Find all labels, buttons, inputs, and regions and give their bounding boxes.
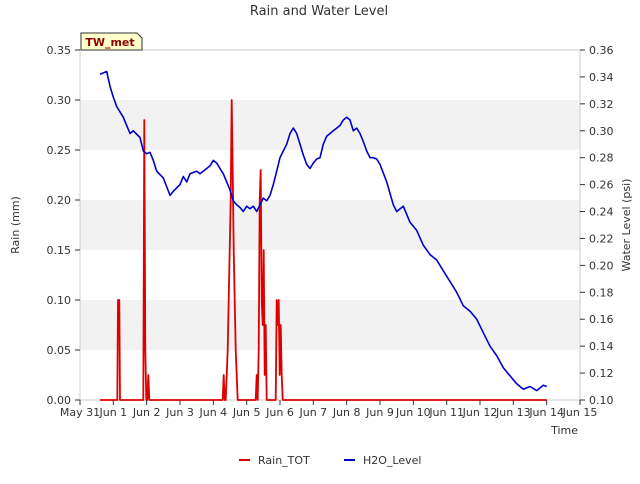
x-tick-label: Jun 5 xyxy=(232,406,261,419)
grid-band xyxy=(80,300,580,350)
y-right-tick-label: 0.36 xyxy=(589,44,614,57)
x-tick-label: Jun 4 xyxy=(198,406,227,419)
y-right-tick-label: 0.22 xyxy=(589,232,614,245)
y-right-tick-label: 0.10 xyxy=(589,394,614,407)
series-line-h2o-level xyxy=(99,70,547,392)
y-axis-label-right: Water Level (psi) xyxy=(620,179,633,272)
y-right-tick-label: 0.20 xyxy=(589,259,614,272)
x-tick-label: Jun 14 xyxy=(528,406,564,419)
y-right-tick-label: 0.34 xyxy=(589,71,614,84)
y-right-tick-label: 0.14 xyxy=(589,340,614,353)
grid-band xyxy=(80,200,580,250)
x-tick-label: Jun 9 xyxy=(365,406,394,419)
y-left-tick-label: 0.25 xyxy=(47,144,72,157)
grid-bands xyxy=(80,50,580,400)
y-right-tick-label: 0.16 xyxy=(589,313,614,326)
x-tick-label: Jun 6 xyxy=(265,406,294,419)
x-tick-label: Jun 13 xyxy=(495,406,531,419)
x-tick-label: Jun 1 xyxy=(98,406,127,419)
grid-band xyxy=(80,250,580,300)
grid-band xyxy=(80,50,580,100)
x-tick-label: Jun 2 xyxy=(132,406,161,419)
y-right-tick-label: 0.26 xyxy=(589,179,614,192)
legend-label: H2O_Level xyxy=(363,454,421,467)
y-left-tick-label: 0.10 xyxy=(47,294,72,307)
y-left-tick-label: 0.05 xyxy=(47,344,72,357)
y-axis-label-left: Rain (mm) xyxy=(9,196,22,254)
x-tick-label: Jun 11 xyxy=(428,406,464,419)
x-tick-label: Jun 8 xyxy=(332,406,361,419)
y-right-tick-label: 0.12 xyxy=(589,367,614,380)
y-right-tick-label: 0.30 xyxy=(589,125,614,138)
y-axis-left: 0.00 0.05 0.10 0.15 0.20 0.25 0.30 0.35 xyxy=(47,44,80,407)
x-tick-label: May 31 xyxy=(60,406,100,419)
y-right-tick-label: 0.28 xyxy=(589,152,614,165)
x-axis: May 31 Jun 1 Jun 2 Jun 3 Jun 4 Jun 5 Jun 6 Jun … xyxy=(60,400,597,419)
chart-title: Rain and Water Level xyxy=(250,4,388,19)
y-left-tick-label: 0.15 xyxy=(47,244,72,257)
legend: Rain_TOT H2O_Level xyxy=(239,454,421,467)
x-tick-label: Jun 10 xyxy=(395,406,431,419)
y-left-tick-label: 0.20 xyxy=(47,194,72,207)
badge-shape xyxy=(80,32,143,51)
x-tick-label: Jun 12 xyxy=(462,406,498,419)
grid-band xyxy=(80,350,580,400)
y-left-tick-label: 0.35 xyxy=(47,44,72,57)
y-left-tick-label: 0.00 xyxy=(47,394,72,407)
grid-band xyxy=(80,150,580,200)
x-tick-label: Jun 3 xyxy=(165,406,194,419)
x-axis-label: Time xyxy=(550,424,578,437)
legend-label: Rain_TOT xyxy=(258,454,310,467)
grid-band xyxy=(80,100,580,150)
station-badge: TW_met xyxy=(80,32,143,51)
y-left-tick-label: 0.30 xyxy=(47,94,72,107)
x-tick-label: Jun 15 xyxy=(562,406,598,419)
x-tick-label: Jun 7 xyxy=(298,406,327,419)
y-axis-right: 0.10 0.12 0.14 0.16 0.18 0.20 0.22 0.24 0.26 0.28… xyxy=(580,44,614,407)
y-right-tick-label: 0.24 xyxy=(589,206,614,219)
badge-label: TW_met xyxy=(85,36,134,49)
y-right-tick-label: 0.18 xyxy=(589,286,614,299)
y-right-tick-label: 0.32 xyxy=(589,98,614,111)
